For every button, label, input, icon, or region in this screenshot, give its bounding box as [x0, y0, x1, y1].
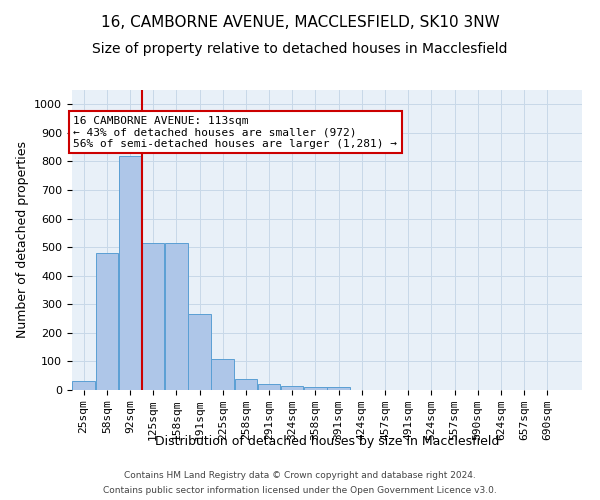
Bar — [188, 314, 211, 390]
Bar — [73, 380, 95, 390]
Bar — [211, 358, 234, 390]
Bar — [281, 386, 304, 390]
Text: 16 CAMBORNE AVENUE: 113sqm
← 43% of detached houses are smaller (972)
56% of sem: 16 CAMBORNE AVENUE: 113sqm ← 43% of deta… — [73, 116, 397, 149]
Y-axis label: Number of detached properties: Number of detached properties — [16, 142, 29, 338]
Bar — [95, 254, 118, 390]
Bar — [119, 156, 141, 390]
Bar — [258, 384, 280, 390]
Bar — [328, 387, 350, 390]
Text: Contains public sector information licensed under the Open Government Licence v3: Contains public sector information licen… — [103, 486, 497, 495]
Text: 16, CAMBORNE AVENUE, MACCLESFIELD, SK10 3NW: 16, CAMBORNE AVENUE, MACCLESFIELD, SK10 … — [101, 15, 499, 30]
Bar — [304, 387, 326, 390]
Bar — [235, 378, 257, 390]
Text: Size of property relative to detached houses in Macclesfield: Size of property relative to detached ho… — [92, 42, 508, 56]
Text: Contains HM Land Registry data © Crown copyright and database right 2024.: Contains HM Land Registry data © Crown c… — [124, 471, 476, 480]
Text: Distribution of detached houses by size in Macclesfield: Distribution of detached houses by size … — [155, 435, 499, 448]
Bar — [142, 243, 164, 390]
Bar — [165, 243, 188, 390]
